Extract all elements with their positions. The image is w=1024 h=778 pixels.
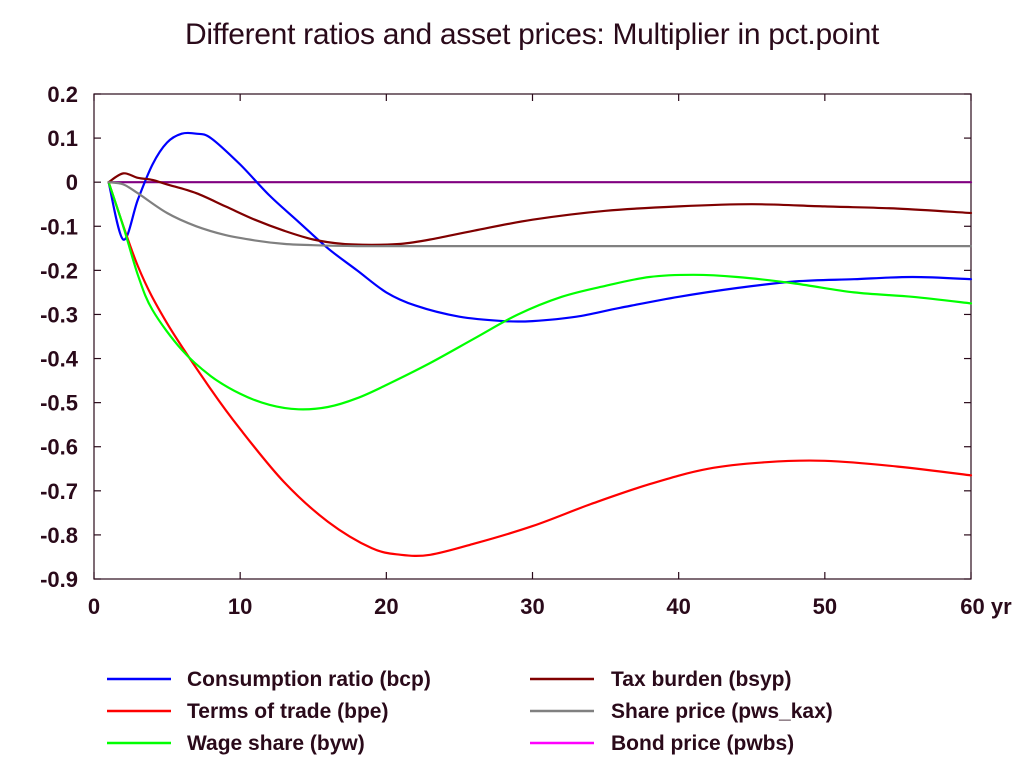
x-tick-label: 0 <box>88 594 100 619</box>
y-tick-label: -0.5 <box>40 391 78 416</box>
x-tick-label: 50 <box>813 594 837 619</box>
y-tick-label: -0.1 <box>40 214 78 239</box>
legend-label: Terms of trade (bpe) <box>187 700 388 723</box>
legend-label: Tax burden (bsyp) <box>611 668 791 691</box>
series-line-3 <box>107 181 973 411</box>
x-tick-label: 40 <box>666 594 690 619</box>
x-tick-label: 20 <box>374 594 398 619</box>
y-tick-label: -0.2 <box>40 258 78 283</box>
series-line-1 <box>107 131 973 323</box>
series-line-5 <box>107 181 973 248</box>
plot-frame <box>93 93 972 580</box>
x-tick-label: 60 yr <box>960 594 1012 619</box>
axes-layer: 0.2 0.1 0 -0.1 -0.2 -0.3 -0.4 -0.5 -0.6 -0.7 -0.8 -… <box>40 82 1012 619</box>
y-tick-label: 0.1 <box>47 126 78 151</box>
y-tick-label: -0.4 <box>40 347 79 372</box>
y-tick-label: -0.8 <box>40 523 78 548</box>
y-tick-label: -0.6 <box>40 435 78 460</box>
y-tick-label: 0 <box>66 170 78 195</box>
x-tick-label: 30 <box>520 594 544 619</box>
y-tick-label: -0.3 <box>40 302 78 327</box>
legend: Consumption ratio (bcp) Terms of trade (b… <box>107 668 833 755</box>
series-layer <box>107 131 973 557</box>
chart-title: Different ratios and asset prices: Multi… <box>184 18 880 51</box>
x-tick-label: 10 <box>228 594 252 619</box>
y-tick-label: -0.7 <box>40 479 78 504</box>
legend-label: Wage share (byw) <box>187 732 365 755</box>
series-line-4 <box>107 172 973 246</box>
series-line-2 <box>107 181 973 557</box>
legend-label: Share price (pws_kax) <box>611 700 833 723</box>
legend-label: Consumption ratio (bcp) <box>187 668 431 691</box>
legend-label: Bond price (pwbs) <box>611 732 794 755</box>
y-tick-label: -0.9 <box>40 567 78 592</box>
y-tick-label: 0.2 <box>47 82 78 107</box>
